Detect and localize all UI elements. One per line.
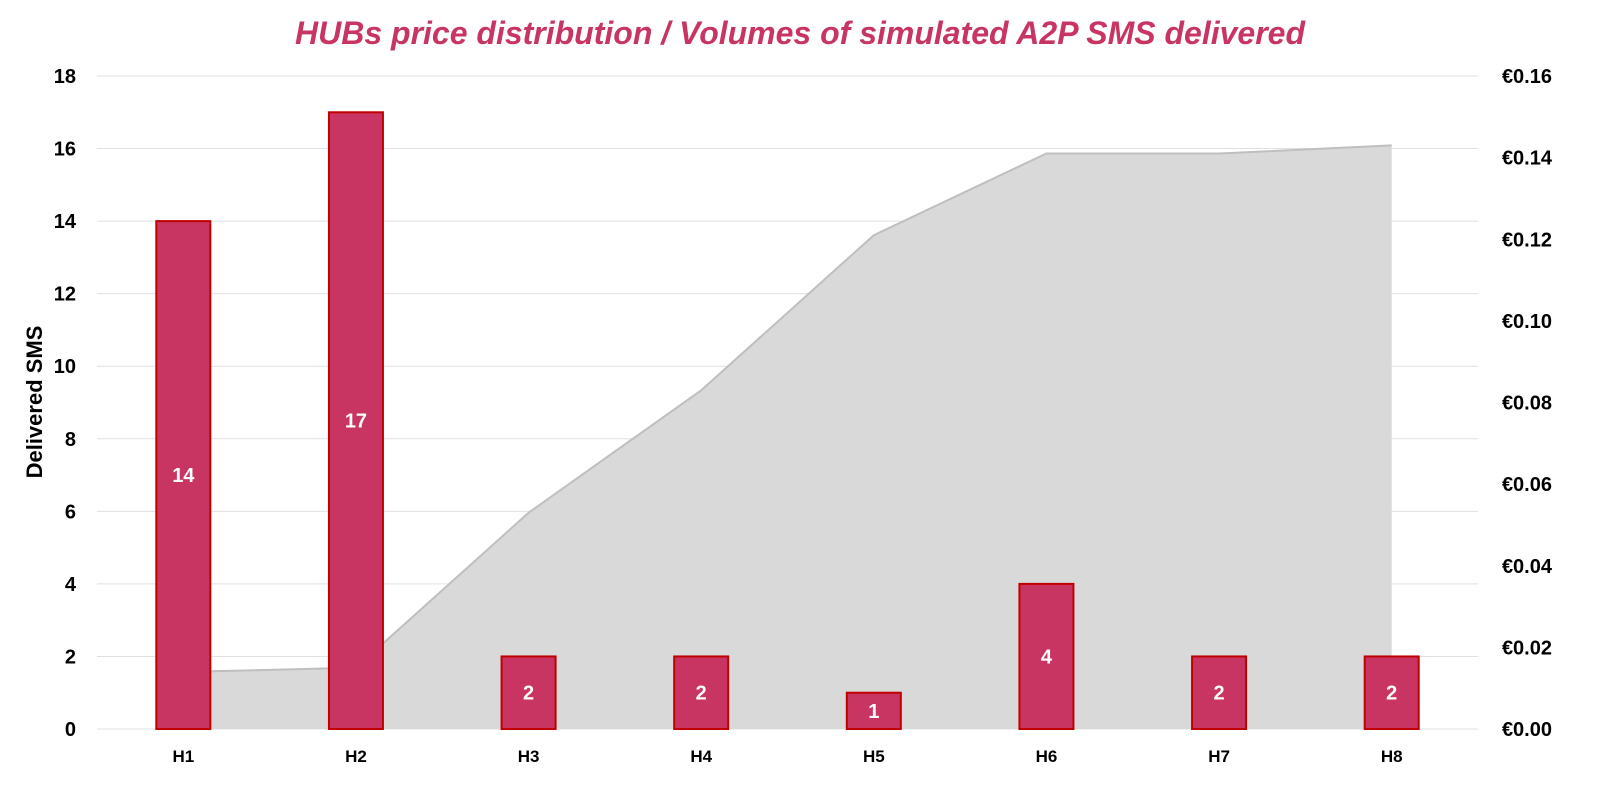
y2-tick-label: €0.00: [1502, 719, 1552, 741]
y-tick-label: 16: [54, 139, 76, 161]
x-tick-label: H3: [518, 747, 540, 766]
bar-data-label: 4: [1041, 646, 1053, 668]
x-tick-label: H2: [345, 747, 367, 766]
bar-data-label: 14: [172, 465, 195, 487]
x-axis: H1 H2 H3 H4 H5 H6 H7 H8: [172, 747, 1402, 766]
bar: [845, 691, 902, 731]
y-tick-label: 2: [65, 646, 76, 668]
bar-data-label: 2: [523, 683, 534, 705]
bar-data-label: 1: [868, 701, 879, 723]
y2-tick-label: €0.14: [1502, 148, 1553, 170]
y-tick-label: 14: [54, 211, 77, 233]
bar-data-label: 2: [1214, 683, 1225, 705]
y-tick-label: 4: [65, 574, 77, 596]
y2-tick-label: €0.06: [1502, 474, 1552, 496]
y2-tick-label: €0.10: [1502, 311, 1552, 333]
y-tick-label: 18: [54, 66, 76, 88]
x-tick-label: H5: [863, 747, 885, 766]
y2-tick-label: €0.02: [1502, 637, 1552, 659]
bar: [327, 111, 384, 731]
chart-title: HUBs price distribution / Volumes of sim…: [295, 15, 1306, 51]
x-tick-label: H1: [172, 747, 194, 766]
right-axis: €0.00 €0.02 €0.04 €0.06 €0.08 €0.10 €0.12 €0.14…: [1502, 66, 1553, 741]
x-tick-label: H7: [1208, 747, 1230, 766]
bar: [673, 655, 730, 731]
y2-tick-label: €0.04: [1502, 556, 1553, 578]
bar: [500, 655, 557, 731]
y-tick-label: 12: [54, 284, 76, 306]
bar-data-label: 17: [345, 411, 367, 433]
price-area-series: [183, 144, 1392, 729]
x-tick-label: H6: [1036, 747, 1058, 766]
y2-tick-label: €0.16: [1502, 66, 1552, 88]
bar-data-label: 2: [1386, 683, 1397, 705]
area-fill: [183, 145, 1392, 729]
y-tick-label: 0: [65, 719, 76, 741]
y-axis-label: Delivered SMS: [22, 326, 47, 479]
bar: [1191, 655, 1248, 731]
y2-tick-label: €0.12: [1502, 229, 1552, 251]
bar: [1363, 655, 1420, 731]
y-tick-label: 8: [65, 429, 76, 451]
bar-data-label: 2: [696, 683, 707, 705]
y-tick-label: 10: [54, 356, 76, 378]
x-tick-label: H4: [690, 747, 712, 766]
bar: [155, 220, 212, 730]
x-tick-label: H8: [1381, 747, 1403, 766]
bar: [1018, 582, 1075, 731]
left-axis: 0 2 4 6 8 10 12 14 16 18: [54, 66, 77, 741]
y-tick-label: 6: [65, 501, 76, 523]
area-line: [183, 144, 1392, 673]
y2-tick-label: €0.08: [1502, 393, 1552, 415]
